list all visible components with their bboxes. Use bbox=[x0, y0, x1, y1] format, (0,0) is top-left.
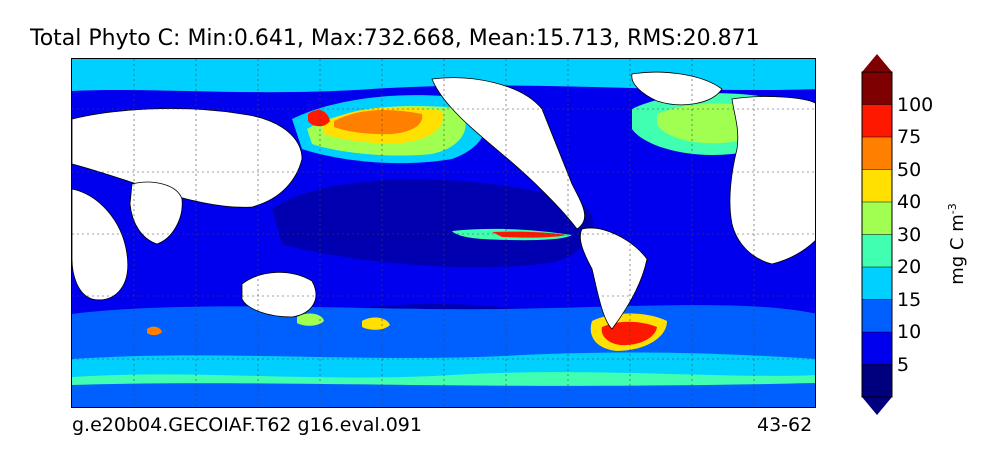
colorbar-tick-label: 30 bbox=[897, 223, 922, 246]
colorbar-tick-label: 75 bbox=[897, 126, 922, 148]
map-title: Total Phyto C: Min:0.641, Max:732.668, M… bbox=[30, 26, 760, 51]
colorbar-bin bbox=[862, 234, 892, 267]
colorbar-frame bbox=[861, 71, 893, 398]
colorbar-tick-label: 5 bbox=[897, 353, 910, 376]
colorbar-bin bbox=[862, 267, 892, 300]
gyre-north-pacific bbox=[272, 179, 594, 268]
map-canvas bbox=[72, 59, 815, 407]
map-plot bbox=[71, 58, 816, 408]
north-pacific-high bbox=[334, 109, 423, 135]
land-masses bbox=[72, 71, 815, 330]
graticule bbox=[72, 59, 815, 407]
colorbar-tick-label: 15 bbox=[897, 288, 922, 311]
colorbar-tick-label: 100 bbox=[897, 93, 934, 116]
equatorial-high bbox=[492, 231, 567, 238]
land-africa bbox=[72, 188, 129, 301]
colorbar-overflow-arrow bbox=[862, 54, 892, 72]
colorbar-tick-label: 20 bbox=[897, 256, 922, 278]
land-greenland bbox=[631, 71, 723, 106]
patagonia-high bbox=[601, 321, 657, 346]
colorbar-bin bbox=[862, 137, 892, 170]
colorbar-unit-label: mg C m-3 bbox=[946, 203, 968, 285]
colorbar-underflow-arrow bbox=[862, 397, 892, 415]
okhotsk-high bbox=[308, 109, 330, 127]
land-indian-subcontinent bbox=[129, 181, 183, 245]
colorbar-bin bbox=[862, 332, 892, 365]
year-range: 43-62 bbox=[757, 414, 813, 436]
colorbar-bin bbox=[862, 202, 892, 235]
land-north-america bbox=[431, 77, 586, 230]
land-europe-africa bbox=[729, 96, 815, 265]
kerguelen-high bbox=[147, 326, 162, 336]
colorbar-bin bbox=[862, 364, 892, 397]
nz-high bbox=[362, 317, 390, 330]
arctic-band bbox=[72, 59, 815, 93]
land-australia bbox=[241, 271, 317, 318]
colorbar-bin bbox=[862, 104, 892, 137]
colorbar-bin bbox=[862, 72, 892, 105]
colorbar-tick-label: 10 bbox=[897, 321, 922, 343]
tasmania-band bbox=[297, 313, 324, 326]
colorbar-segments bbox=[862, 72, 892, 397]
land-south-america bbox=[579, 227, 648, 330]
colorbar-tick-label: 50 bbox=[897, 158, 922, 181]
case-name: g.e20b04.GECOIAF.T62 g16.eval.091 bbox=[72, 414, 422, 436]
colorbar-bin bbox=[862, 169, 892, 202]
colorbar bbox=[861, 54, 893, 415]
colorbar-tick-label: 40 bbox=[897, 191, 922, 213]
colorbar-bin bbox=[862, 299, 892, 332]
